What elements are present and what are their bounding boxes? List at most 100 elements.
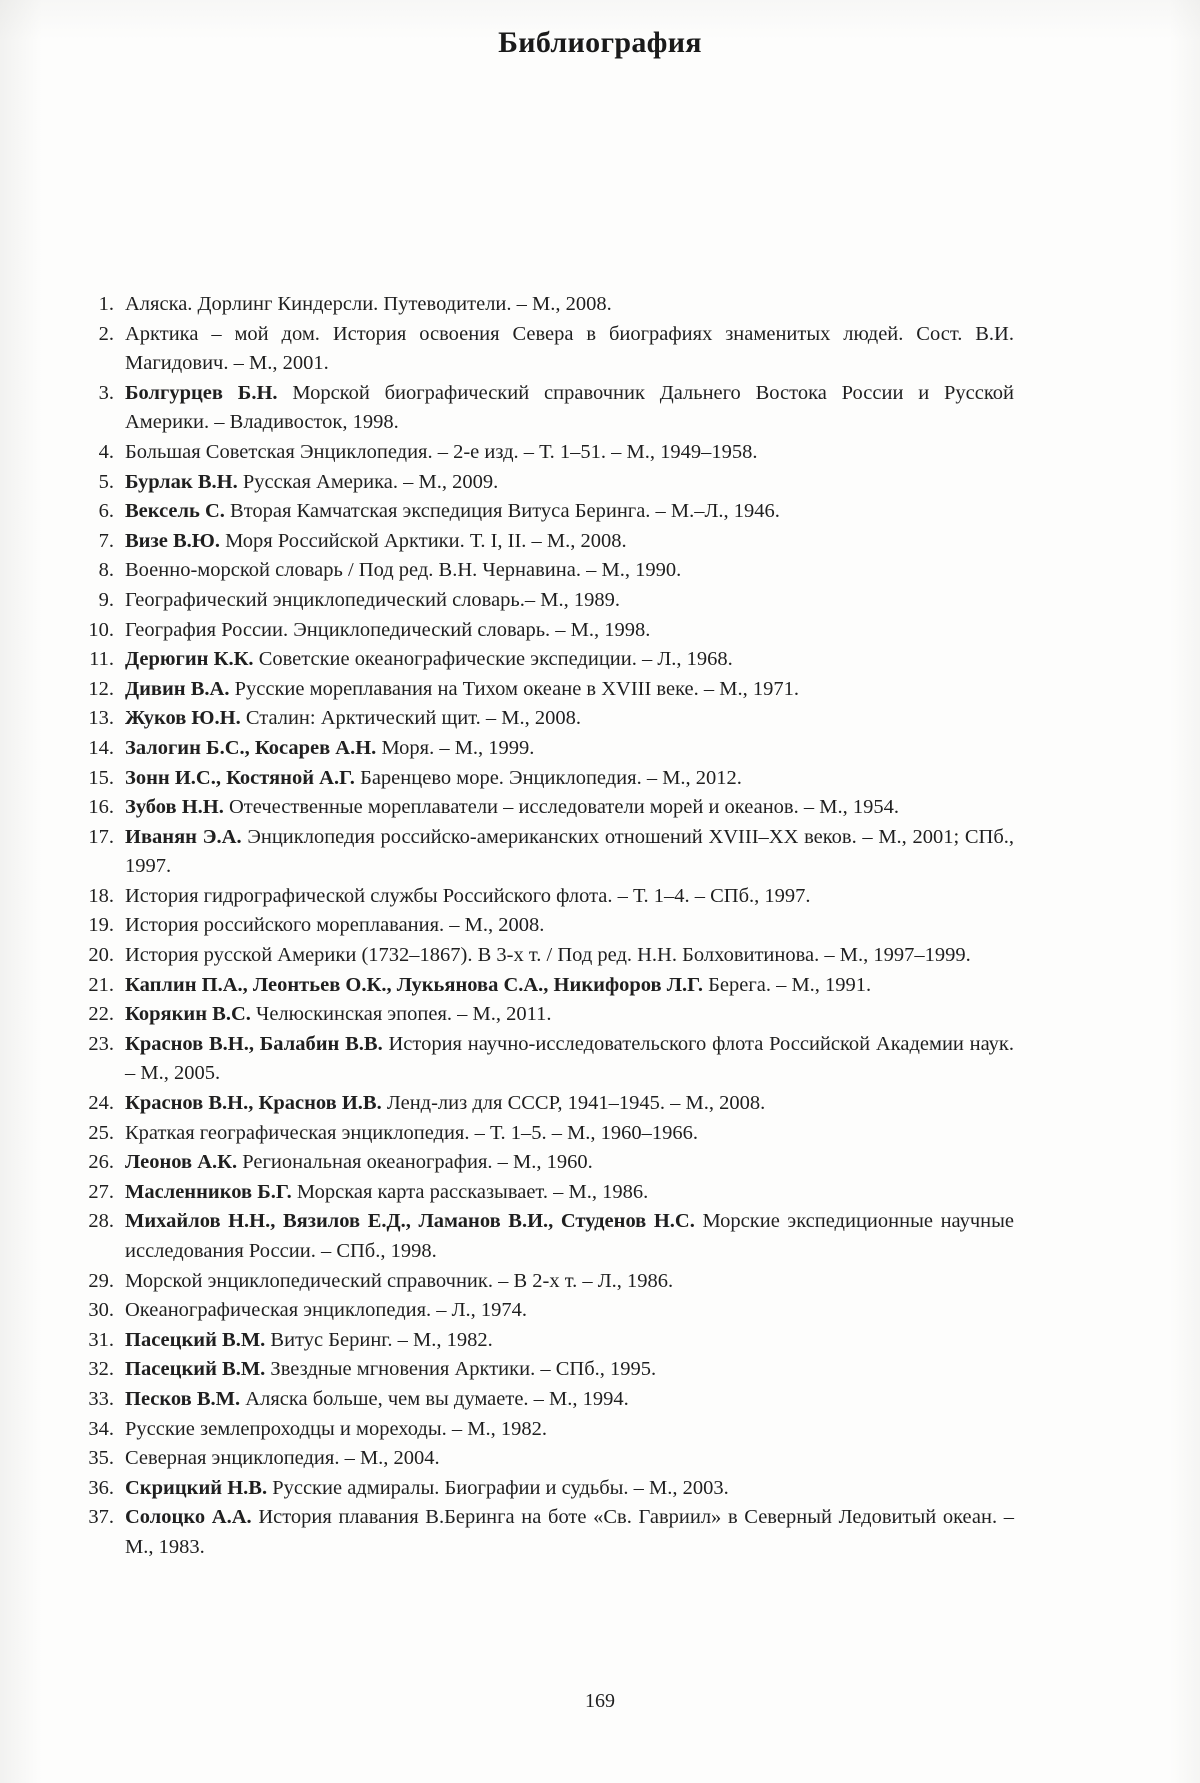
entry-author: Леонов А.К.: [125, 1151, 238, 1174]
entry-author: Дерюгин К.К.: [125, 648, 254, 671]
entry-text: Бурлак В.Н. Русская Америка. – М., 2009.: [125, 468, 1014, 498]
bibliography-entry: 17. Иванян Э.А. Энциклопедия российско-ам…: [74, 823, 1014, 882]
bibliography-entry: 25. Краткая географическая энциклопедия. …: [74, 1119, 1014, 1149]
entry-text: Песков В.М. Аляска больше, чем вы думает…: [125, 1385, 1014, 1415]
entry-title: География России. Энциклопедический слов…: [125, 618, 651, 641]
entry-number: 31.: [88, 1328, 114, 1351]
entry-text: Жуков Ю.Н. Сталин: Арктический щит. – М.…: [125, 704, 1014, 734]
entry-title: Сталин: Арктический щит. – М., 2008.: [245, 707, 581, 730]
entry-number: 7.: [98, 529, 114, 552]
bibliography-entry: 8. Военно-морской словарь / Под ред. В.Н.…: [74, 556, 1014, 586]
entry-author: Визе В.Ю.: [125, 529, 220, 552]
entry-title: Русские мореплавания на Тихом океане в X…: [234, 677, 799, 700]
entry-author: Зубов Н.Н.: [125, 796, 224, 819]
entry-number: 15.: [88, 766, 114, 789]
entry-number: 10.: [88, 618, 114, 641]
entry-text: История российского мореплавания. – М., …: [125, 911, 1014, 941]
bibliography-entry: 31. Пасецкий В.М. Витус Беринг. – М., 198…: [74, 1326, 1014, 1356]
bibliography-entry: 11. Дерюгин К.К. Советские океанографичес…: [74, 645, 1014, 675]
entry-title: Аляска. Дорлинг Киндерсли. Путеводители.…: [125, 293, 612, 315]
bibliography-entry: 27. Масленников Б.Г. Морская карта расска…: [74, 1178, 1014, 1208]
bibliography-entry: 23. Краснов В.Н., Балабин В.В. История на…: [74, 1030, 1014, 1089]
entry-title: История русской Америки (1732–1867). В 3…: [125, 944, 971, 967]
entry-text: Дивин В.А. Русские мореплавания на Тихом…: [125, 675, 1014, 705]
bibliography-entry: 21. Каплин П.А., Леонтьев О.К., Лукьянова…: [74, 971, 1014, 1001]
entry-number: 28.: [88, 1210, 114, 1233]
entry-text: Каплин П.А., Леонтьев О.К., Лукьянова С.…: [125, 971, 1014, 1001]
entry-text: Леонов А.К. Региональная океанография. –…: [125, 1148, 1014, 1178]
bibliography-entry: 22. Корякин В.С. Челюскинская эпопея. – М…: [74, 1000, 1014, 1030]
bibliography-entry: 24. Краснов В.Н., Краснов И.В. Ленд-лиз д…: [74, 1089, 1014, 1119]
entry-number: 37.: [88, 1506, 114, 1529]
bibliography-entry: 16. Зубов Н.Н. Отечественные мореплавател…: [74, 793, 1014, 823]
entry-number: 1.: [98, 293, 114, 315]
entry-author: Зонн И.С., Костяной А.Г.: [125, 766, 355, 789]
entry-title: Краткая географическая энциклопедия. – Т…: [125, 1121, 699, 1144]
entry-title: Моря. – М., 1999.: [381, 736, 535, 759]
entry-text: Залогин Б.С., Косарев А.Н. Моря. – М., 1…: [125, 734, 1014, 764]
entry-title: Звездные мгновения Арктики. – СПб., 1995…: [270, 1358, 657, 1381]
bibliography-list: 1. Аляска. Дорлинг Киндерсли. Путеводител…: [74, 290, 1014, 1563]
bibliography-entry: 37. Солоцко А.А. История плавания В.Берин…: [74, 1503, 1014, 1562]
bibliography-entry: 30. Океанографическая энциклопедия. – Л.,…: [74, 1296, 1014, 1326]
entry-number: 34.: [88, 1417, 114, 1440]
entry-author: Пасецкий В.М.: [125, 1328, 266, 1351]
entry-number: 12.: [88, 677, 114, 700]
entry-title: Морской биографический справочник Дальне…: [125, 381, 1014, 434]
entry-author: Краснов В.Н., Балабин В.В.: [125, 1032, 383, 1055]
entry-number: 25.: [88, 1121, 114, 1144]
entry-text: Пасецкий В.М. Витус Беринг. – М., 1982.: [125, 1326, 1014, 1356]
entry-title: Региональная океанография. – М., 1960.: [242, 1151, 593, 1174]
entry-number: 26.: [88, 1151, 114, 1174]
bibliography-entry: 18. История гидрографической службы Росси…: [74, 882, 1014, 912]
entry-title: Баренцево море. Энциклопедия. – М., 2012…: [360, 766, 742, 789]
entry-number: 2.: [98, 322, 114, 345]
entry-author: Иванян Э.А.: [125, 825, 242, 848]
entry-title: Морской энциклопедический справочник. – …: [125, 1269, 674, 1292]
bibliography-entry: 4. Большая Советская Энциклопедия. – 2-е …: [74, 438, 1014, 468]
entry-title: Берега. – М., 1991.: [708, 973, 872, 996]
entry-text: Краткая географическая энциклопедия. – Т…: [125, 1119, 1014, 1149]
entry-title: Морская карта рассказывает. – М., 1986.: [296, 1180, 649, 1203]
bibliography-entry: 2. Арктика – мой дом. История освоения Се…: [74, 320, 1014, 379]
entry-title: Энциклопедия российско-американских отно…: [125, 825, 1015, 878]
entry-text: Солоцко А.А. История плавания В.Беринга …: [125, 1503, 1014, 1562]
bibliography-entry: 6. Вексель С. Вторая Камчатская экспедици…: [74, 497, 1014, 527]
page-number: 169: [585, 1690, 615, 1712]
entry-title: Челюскинская эпопея. – М., 2011.: [256, 1003, 552, 1026]
entry-title: Большая Советская Энциклопедия. – 2-е из…: [125, 440, 758, 463]
entry-number: 27.: [88, 1180, 114, 1203]
bibliography-entry: 32. Пасецкий В.М. Звездные мгновения Аркт…: [74, 1355, 1014, 1385]
bibliography-entry: 7. Визе В.Ю. Моря Российской Арктики. Т. …: [74, 527, 1014, 557]
entry-author: Михайлов Н.Н., Вязилов Е.Д., Ламанов В.И…: [125, 1210, 695, 1233]
entry-number: 30.: [88, 1299, 114, 1322]
entry-number: 18.: [88, 884, 114, 907]
bibliography-entry: 3. Болгурцев Б.Н. Морской биографический …: [74, 379, 1014, 438]
entry-title: История научно-исследовательского флота …: [125, 1032, 1015, 1085]
entry-title: Арктика – мой дом. История освоения Севе…: [125, 322, 1014, 375]
bibliography-entry: 13. Жуков Ю.Н. Сталин: Арктический щит. –…: [74, 704, 1014, 734]
bibliography-entry: 35. Северная энциклопедия. – М., 2004.: [74, 1444, 1014, 1474]
entry-author: Вексель С.: [125, 500, 225, 523]
entry-text: Болгурцев Б.Н. Морской биографический сп…: [125, 379, 1014, 438]
entry-number: 22.: [88, 1003, 114, 1026]
entry-text: Русские землепроходцы и мореходы. – М., …: [125, 1415, 1014, 1445]
entry-text: Михайлов Н.Н., Вязилов Е.Д., Ламанов В.И…: [125, 1207, 1014, 1266]
bibliography-entry: 14. Залогин Б.С., Косарев А.Н. Моря. – М.…: [74, 734, 1014, 764]
entry-text: Краснов В.Н., Краснов И.В. Ленд-лиз для …: [125, 1089, 1014, 1119]
entry-title: Русские землепроходцы и мореходы. – М., …: [125, 1417, 547, 1440]
entry-title: История российского мореплавания. – М., …: [125, 914, 545, 937]
entry-text: Иванян Э.А. Энциклопедия российско-амери…: [125, 823, 1014, 882]
entry-number: 20.: [88, 944, 114, 967]
entry-number: 23.: [88, 1032, 114, 1055]
entry-number: 19.: [88, 914, 114, 937]
bibliography-entry: 36. Скрицкий Н.В. Русские адмиралы. Биогр…: [74, 1474, 1014, 1504]
entry-number: 24.: [88, 1092, 114, 1115]
entry-text: Скрицкий Н.В. Русские адмиралы. Биографи…: [125, 1474, 1014, 1504]
entry-title: Северная энциклопедия. – М., 2004.: [125, 1447, 440, 1470]
entry-number: 33.: [88, 1387, 114, 1410]
entry-text: География России. Энциклопедический слов…: [125, 616, 1014, 646]
entry-number: 21.: [88, 973, 114, 996]
entry-title: Советские океанографические экспедиции. …: [258, 648, 733, 671]
